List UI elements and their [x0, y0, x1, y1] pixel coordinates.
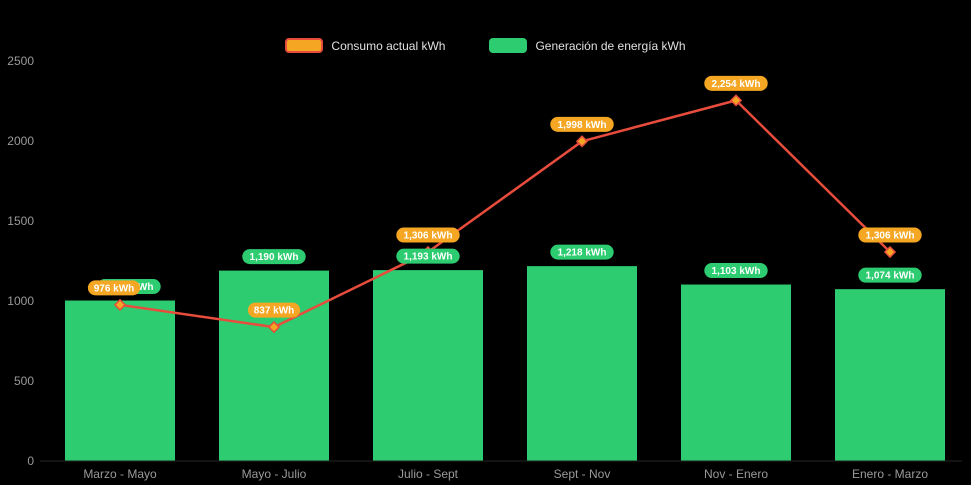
generation-label-pill: [704, 263, 768, 279]
generation-label-text: 1,193 kWh: [404, 252, 453, 263]
generation-label-text: 1,103 kWh: [712, 266, 761, 277]
generation-label-text: 1,190 kWh: [250, 252, 299, 263]
y-tick-label: 2500: [7, 54, 34, 68]
legend-item-generation[interactable]: Generación de energía kWh: [489, 38, 686, 53]
generation-bar[interactable]: [835, 289, 945, 461]
consumption-swatch-icon: [285, 38, 324, 53]
legend-item-consumption[interactable]: Consumo actual kWh: [285, 38, 445, 53]
x-axis-label: Julio - Sept: [398, 467, 459, 481]
y-tick-label: 0: [27, 454, 34, 468]
x-axis-label: Nov - Enero: [704, 467, 768, 481]
consumption-label-pill: [704, 75, 768, 91]
consumption-label-pill: [247, 302, 301, 318]
generation-swatch-icon: [489, 38, 528, 53]
x-axis-label: Mayo - Julio: [242, 467, 307, 481]
x-axis-label: Marzo - Mayo: [83, 467, 157, 481]
generation-bar[interactable]: [373, 270, 483, 461]
generation-label-pill: [242, 249, 306, 265]
generation-bar[interactable]: [65, 300, 175, 461]
consumption-label-pill: [550, 116, 614, 132]
consumption-label-text: 976 kWh: [94, 283, 135, 294]
consumption-marker[interactable]: [113, 298, 127, 311]
consumption-label-text: 2,254 kWh: [712, 79, 761, 90]
x-axis-label: Sept - Nov: [554, 467, 611, 481]
generation-bar[interactable]: [527, 266, 637, 461]
legend-label-generation: Generación de energía kWh: [535, 38, 686, 53]
consumption-label-pill: [858, 227, 922, 243]
consumption-label-text: 1,998 kWh: [558, 120, 607, 131]
consumption-line: [119, 99, 891, 329]
generation-label-text: 1,074 kWh: [866, 271, 915, 282]
generation-label-text: 1,218 kWh: [558, 248, 607, 259]
generation-label-pill: [858, 267, 922, 283]
y-tick-label: 1500: [7, 214, 34, 228]
consumption-label-pill: [396, 227, 460, 243]
legend-label-consumption: Consumo actual kWh: [331, 38, 446, 53]
consumption-marker[interactable]: [267, 320, 281, 334]
consumption-label-text: 1,306 kWh: [404, 231, 453, 242]
y-tick-label: 500: [14, 374, 34, 388]
consumption-label-text: 1,306 kWh: [866, 231, 915, 242]
legend: Consumo actual kWh Generación de energía…: [0, 38, 971, 53]
generation-bar[interactable]: [219, 270, 329, 461]
x-axis-label: Enero - Marzo: [852, 467, 928, 481]
generation-label-pill: [396, 248, 460, 264]
generation-bar[interactable]: [681, 284, 791, 461]
consumption-label-pill: [87, 280, 141, 296]
consumption-label-text: 837 kWh: [254, 306, 295, 317]
y-tick-label: 1000: [7, 294, 34, 308]
consumption-marker[interactable]: [729, 94, 743, 107]
consumption-marker[interactable]: [883, 245, 897, 259]
generation-label-pill: [550, 244, 614, 260]
y-tick-label: 2000: [7, 134, 34, 148]
consumption-marker[interactable]: [575, 135, 589, 148]
